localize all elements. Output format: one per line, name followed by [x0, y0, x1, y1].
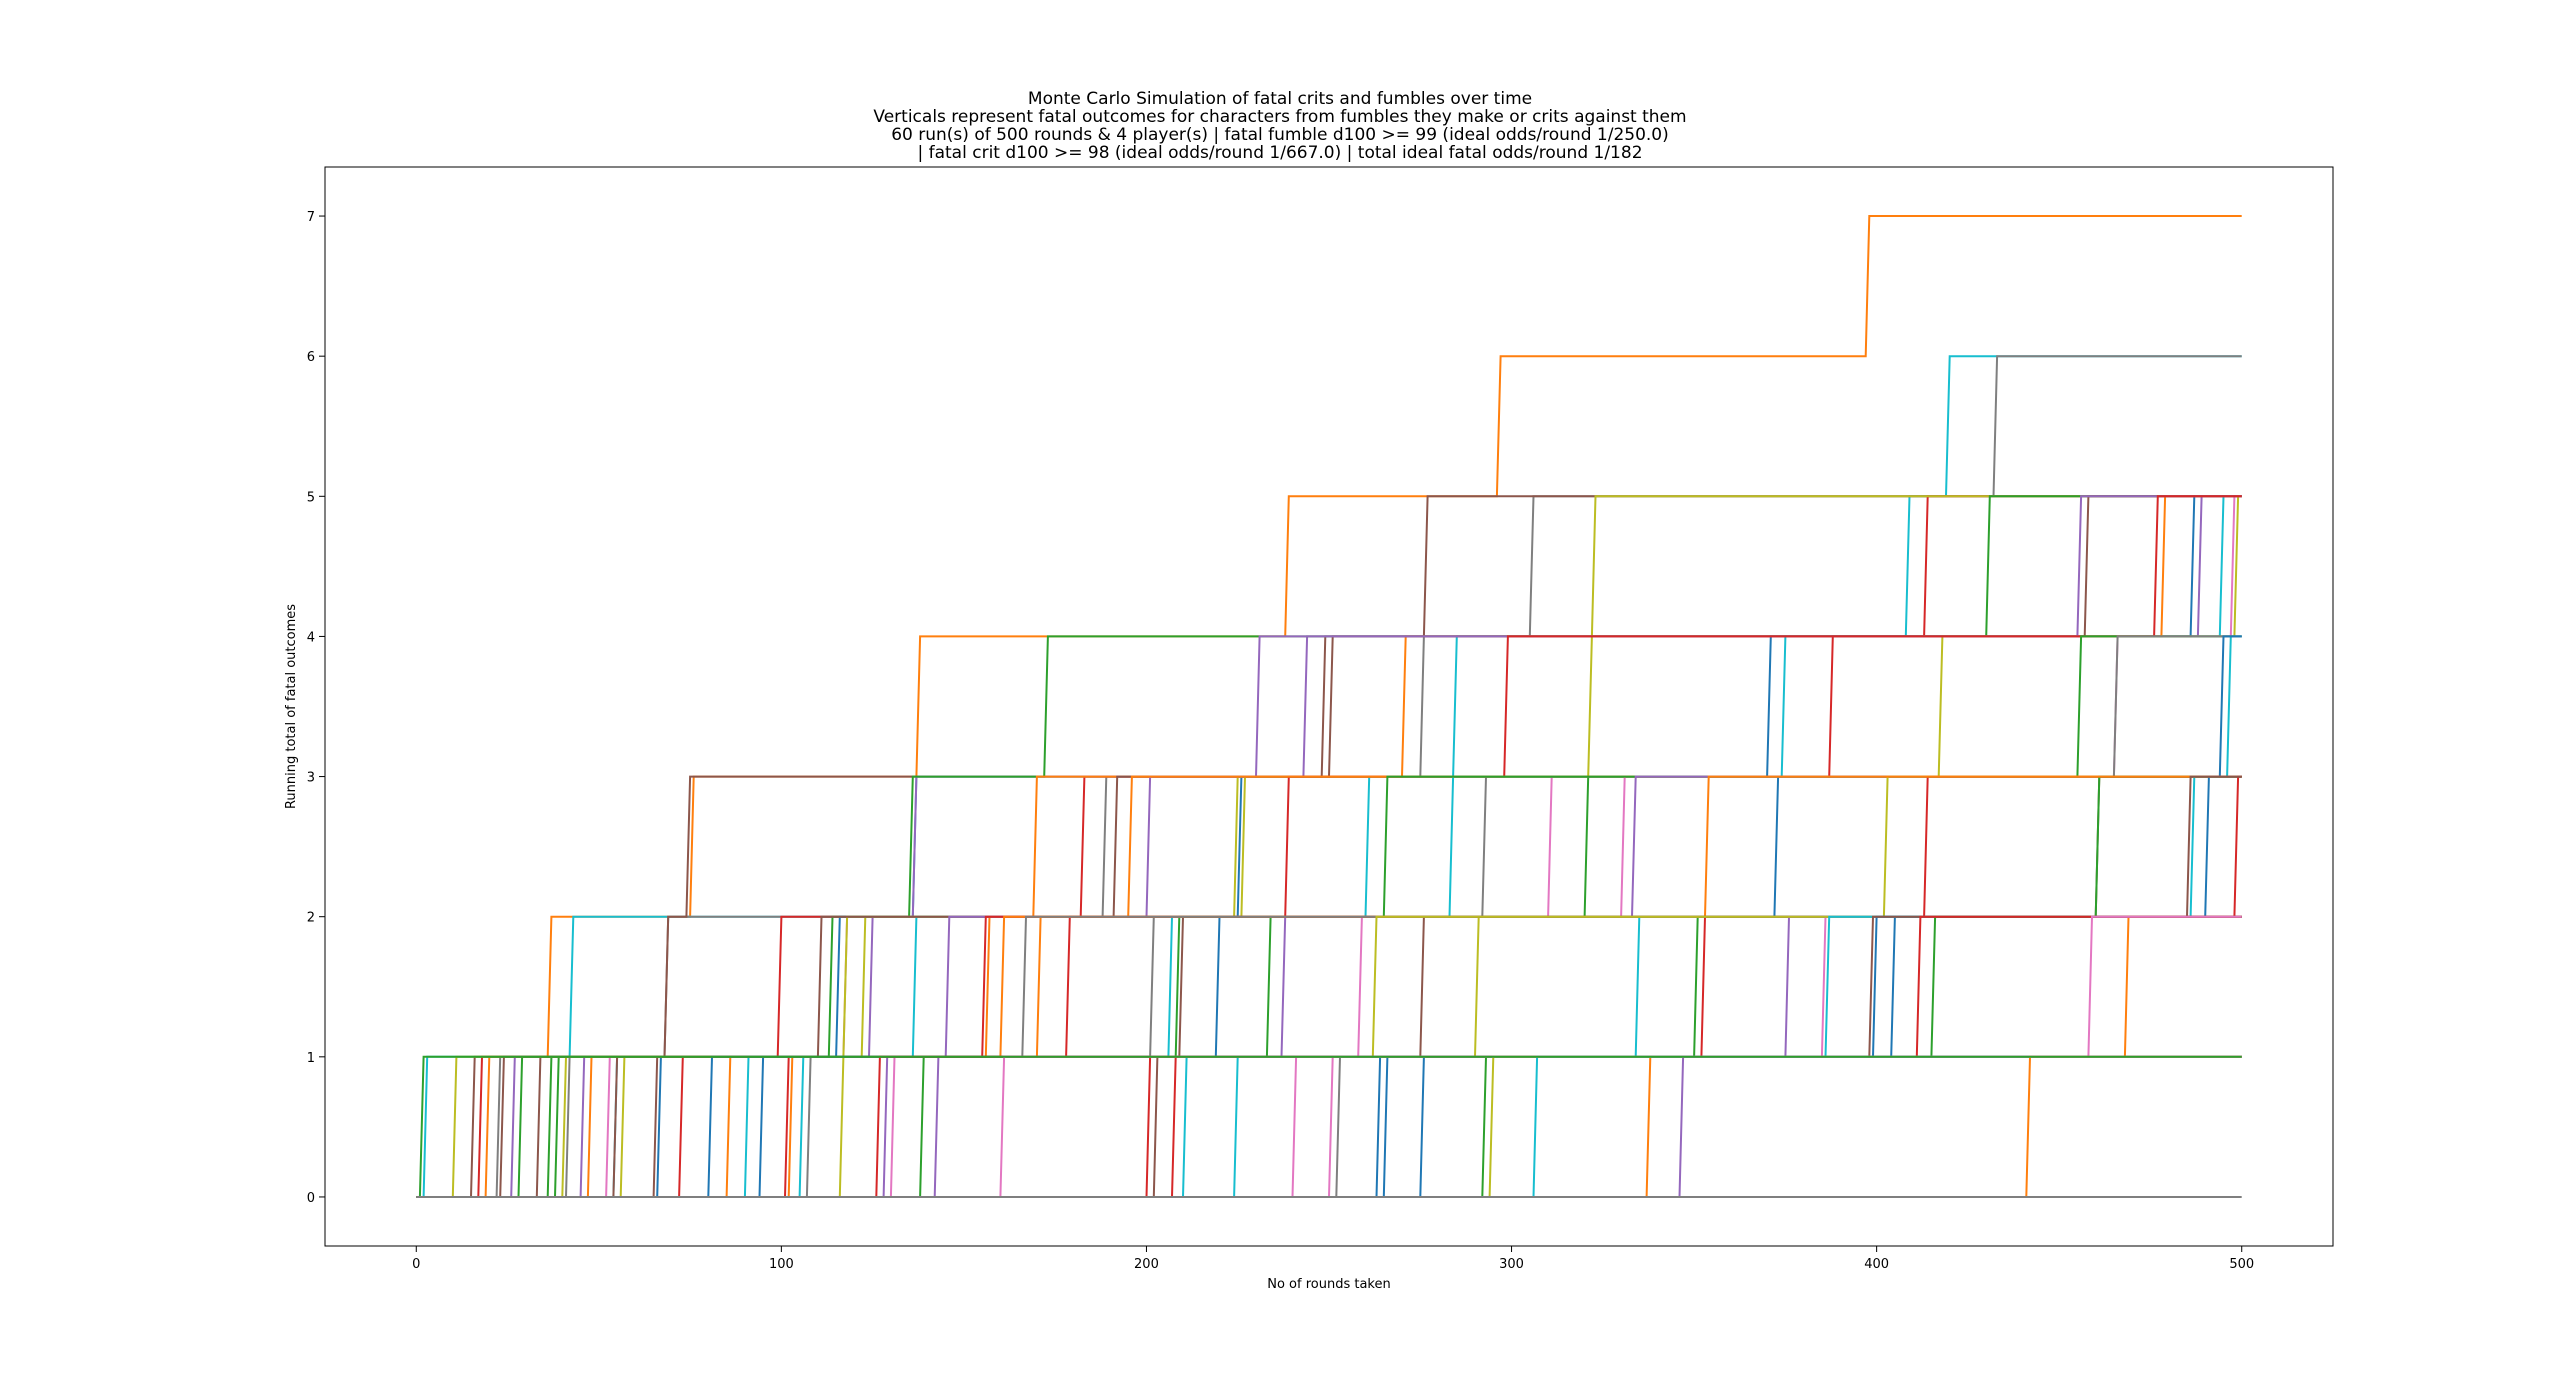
series-lines: [416, 215, 2242, 1198]
chart-title: Monte Carlo Simulation of fatal crits an…: [873, 89, 1686, 163]
series-line-33: [416, 775, 2242, 1198]
series-line-23: [416, 775, 2242, 1198]
series-line-31: [416, 775, 2242, 1198]
series-line-26: [416, 775, 2242, 1198]
y-tick-label: 0: [307, 1191, 315, 1206]
x-axis: 0 100 200 300 400 500: [412, 1246, 2254, 1272]
series-line-16: [416, 495, 2242, 1198]
y-tick-label: 1: [307, 1051, 315, 1066]
chart-title-line-2: Verticals represent fatal outcomes for c…: [873, 107, 1686, 127]
y-axis: 0 1 2 3 4 5 6 7: [307, 210, 325, 1206]
y-tick-label: 5: [307, 490, 315, 505]
series-line-29: [416, 775, 2242, 1198]
series-line-30: [416, 775, 2242, 1198]
x-tick-label: 0: [412, 1257, 420, 1272]
series-line-25: [416, 775, 2242, 1198]
chart-title-line-4: | fatal crit d100 >= 98 (ideal odds/roun…: [917, 143, 1642, 163]
series-line-5: [416, 495, 2242, 1198]
x-tick-label: 200: [1134, 1257, 1159, 1272]
x-tick-label: 300: [1499, 1257, 1524, 1272]
y-axis-label: Running total of fatal outcomes: [284, 604, 299, 809]
chart-title-line-1: Monte Carlo Simulation of fatal crits an…: [1028, 89, 1532, 109]
x-tick-label: 500: [2229, 1257, 2254, 1272]
series-line-12: [416, 495, 2242, 1198]
y-tick-label: 4: [307, 630, 315, 645]
series-line-13: [416, 495, 2242, 1198]
series-line-8: [416, 495, 2242, 1198]
x-tick-label: 100: [769, 1257, 794, 1272]
y-tick-label: 2: [307, 911, 315, 926]
series-line-32: [416, 775, 2242, 1198]
series-line-14: [416, 495, 2242, 1198]
series-line-28: [416, 775, 2242, 1198]
x-axis-label: No of rounds taken: [1267, 1277, 1391, 1292]
series-line-24: [416, 775, 2242, 1198]
series-line-6: [416, 495, 2242, 1198]
series-line-7: [416, 495, 2242, 1198]
x-tick-label: 400: [1864, 1257, 1889, 1272]
series-line-21: [416, 775, 2242, 1198]
series-line-22: [416, 775, 2242, 1198]
series-line-15: [416, 495, 2242, 1198]
series-line-27: [416, 775, 2242, 1198]
y-tick-label: 6: [307, 350, 315, 365]
series-line-1: [416, 215, 2242, 1198]
series-line-10: [416, 495, 2242, 1198]
y-tick-label: 3: [307, 771, 315, 786]
y-tick-label: 7: [307, 210, 315, 225]
chart-title-line-3: 60 run(s) of 500 rounds & 4 player(s) | …: [891, 125, 1669, 145]
series-line-4: [416, 495, 2242, 1198]
series-line-11: [416, 495, 2242, 1198]
series-line-9: [416, 495, 2242, 1198]
plot-frame: [324, 166, 2334, 1247]
